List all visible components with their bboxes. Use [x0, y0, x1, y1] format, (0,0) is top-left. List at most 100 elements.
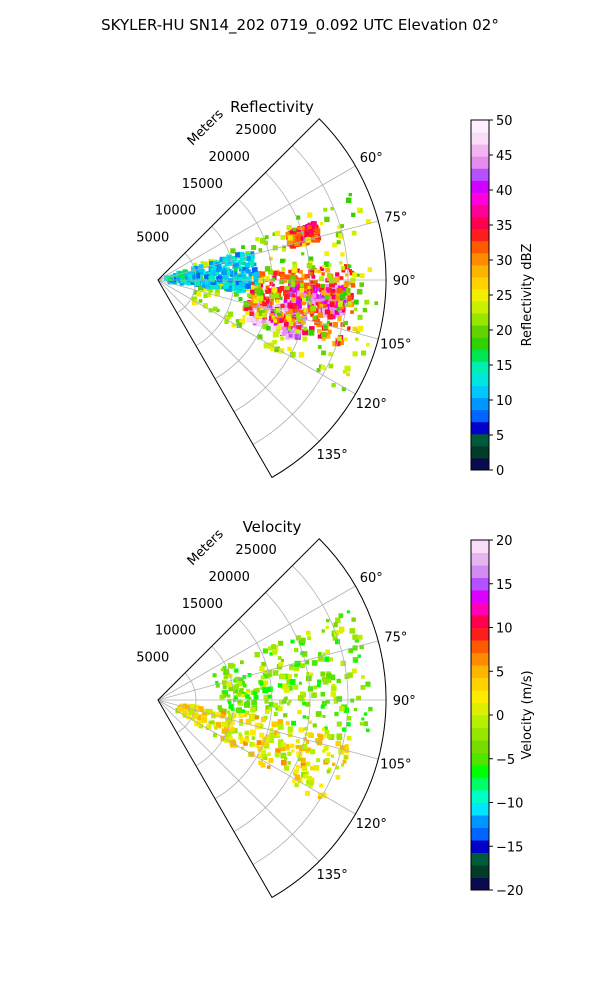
velocity-echo-pixel: [278, 662, 284, 667]
velocity-echo-pixel: [273, 730, 279, 735]
reflectivity-echo-pixel: [331, 308, 338, 315]
velocity-echo-pixel: [191, 716, 196, 721]
reflectivity-echo-pixel: [255, 317, 261, 323]
velocity-echo-pixel: [331, 754, 335, 758]
reflectivity-echo-pixel: [251, 245, 257, 250]
velocity-echo-pixel: [275, 748, 281, 754]
velocity-colorbar-swatch: [471, 640, 489, 653]
reflectivity-echo-pixel: [299, 293, 304, 298]
reflectivity-echo-pixel: [266, 322, 273, 328]
reflectivity-echo-pixel: [240, 270, 244, 275]
reflectivity-echo-pixel: [337, 225, 342, 229]
reflectivity-echo-pixel: [310, 305, 317, 312]
reflectivity-echo-pixel: [296, 288, 301, 293]
reflectivity-echo-pixel: [299, 298, 304, 303]
reflectivity-colorbar-swatch: [471, 337, 489, 350]
reflectivity-echo-pixel: [235, 279, 242, 285]
reflectivity-echo-pixel: [299, 287, 304, 293]
velocity-echo-pixel: [222, 685, 227, 690]
reflectivity-echo-pixel: [340, 224, 345, 228]
velocity-echo-pixel: [294, 782, 299, 788]
velocity-echo-pixel: [312, 723, 317, 728]
reflectivity-colorbar-tick-label: 25: [496, 289, 513, 304]
velocity-echo-region: [175, 703, 352, 800]
velocity-echo-pixel: [262, 687, 269, 694]
velocity-echo-pixel: [272, 702, 279, 708]
velocity-echo-pixel: [267, 765, 271, 769]
reflectivity-echo-pixel: [264, 235, 269, 240]
velocity-echo-pixel: [353, 707, 358, 712]
velocity-range-ring: [214, 619, 273, 800]
reflectivity-echo-pixel: [290, 282, 296, 287]
velocity-echo-pixel: [340, 745, 346, 751]
velocity-colorbar-swatch: [471, 652, 489, 666]
reflectivity-echo-pixel: [300, 324, 304, 328]
reflectivity-echo-pixel: [321, 336, 326, 341]
reflectivity-echo-pixel: [277, 321, 284, 327]
velocity-echo-pixel: [297, 757, 302, 762]
velocity-echo-pixel: [180, 707, 184, 711]
reflectivity-echo-pixel: [280, 258, 285, 264]
velocity-echo-pixel: [323, 734, 327, 739]
velocity-echo-pixel: [206, 724, 212, 730]
reflectivity-echo-pixel: [192, 299, 198, 305]
reflectivity-echo-pixel: [202, 261, 208, 267]
reflectivity-echo-pixel: [323, 311, 329, 318]
reflectivity-echo-pixel: [258, 310, 265, 316]
velocity-echo-pixel: [297, 695, 304, 702]
velocity-echo-pixel: [357, 654, 361, 658]
velocity-echo-pixel: [278, 640, 284, 646]
reflectivity-panel: Reflectivity 60° 75° 90° 105° 120° 135° 5000 10…: [136, 98, 535, 479]
reflectivity-echo-pixel: [231, 323, 236, 328]
velocity-echo-pixel: [311, 692, 317, 698]
reflectivity-echo-pixel: [339, 293, 346, 300]
reflectivity-colorbar-swatch: [471, 132, 489, 145]
reflectivity-echo-pixel: [359, 273, 365, 279]
velocity-echo-pixel: [277, 683, 283, 688]
velocity-echo-pixel: [220, 668, 224, 671]
reflectivity-echo-pixel: [279, 296, 283, 300]
velocity-echo-pixel: [316, 739, 321, 745]
reflectivity-echo-pixel: [222, 257, 228, 263]
reflectivity-echo-pixel: [316, 368, 321, 373]
reflectivity-echo-pixel: [222, 265, 227, 270]
velocity-echo-pixel: [295, 739, 300, 744]
reflectivity-echo-pixel: [309, 326, 315, 332]
figure-title: SKYLER-HU SN14_202 0719_0.092 UTC Elevat…: [101, 16, 499, 34]
reflectivity-echo-pixel: [257, 295, 264, 301]
velocity-echo-pixel: [344, 744, 349, 749]
reflectivity-echo-pixel: [193, 290, 198, 295]
velocity-colorbar-swatch: [471, 565, 489, 578]
reflectivity-colorbar-swatch: [471, 325, 489, 338]
reflectivity-echo-pixel: [314, 319, 321, 325]
reflectivity-echo-pixel: [322, 307, 328, 313]
velocity-echo-pixel: [306, 716, 310, 720]
velocity-echo-pixel: [261, 717, 266, 722]
reflectivity-echo-pixel: [303, 308, 308, 313]
velocity-echo-pixel: [318, 792, 322, 796]
reflectivity-echo-pixel: [322, 303, 327, 309]
reflectivity-range-ring: [195, 225, 235, 347]
velocity-echo-pixel: [221, 710, 226, 715]
reflectivity-echo-pixel: [282, 247, 286, 252]
reflectivity-echo-pixel: [303, 311, 307, 316]
reflectivity-echo-pixel: [288, 290, 293, 296]
velocity-echo-pixel: [231, 712, 237, 718]
reflectivity-echo-pixel: [288, 280, 292, 284]
reflectivity-echo-pixel: [287, 302, 293, 308]
reflectivity-echo-pixel: [317, 269, 321, 274]
velocity-echo-pixel: [271, 721, 278, 728]
velocity-echo-pixel: [346, 735, 352, 741]
reflectivity-echo-pixel: [167, 278, 174, 285]
reflectivity-echo-pixel: [305, 296, 311, 302]
reflectivity-echo-pixel: [304, 231, 309, 237]
velocity-echo-pixel: [300, 651, 304, 655]
reflectivity-echo-pixel: [238, 276, 243, 281]
reflectivity-echo-pixel: [297, 329, 303, 335]
reflectivity-echo-pixel: [354, 307, 358, 311]
velocity-echo-pixel: [334, 711, 339, 717]
reflectivity-echo-pixel: [347, 326, 351, 330]
velocity-echo-pixel: [269, 652, 273, 656]
velocity-echo-pixel: [259, 665, 265, 672]
reflectivity-echo-pixel: [355, 337, 359, 341]
